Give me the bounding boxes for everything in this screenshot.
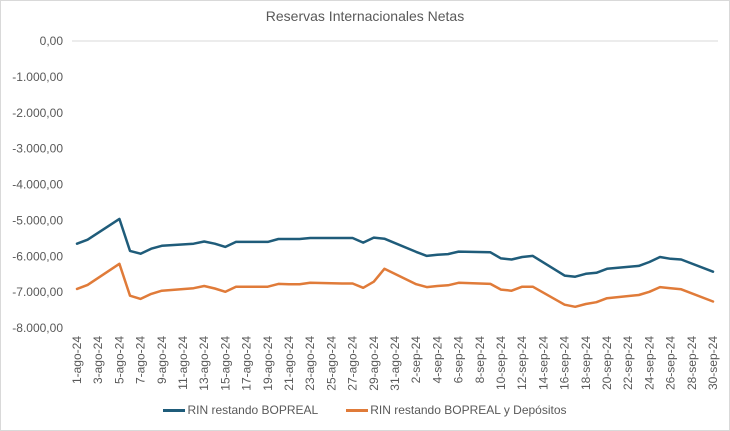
x-tick-label: 13-ago-24 bbox=[197, 336, 211, 391]
x-tick-label: 15-ago-24 bbox=[218, 336, 232, 391]
x-tick-label: 14-sep-24 bbox=[536, 336, 550, 390]
x-tick-label: 26-sep-24 bbox=[664, 336, 678, 390]
x-tick-label: 31-ago-24 bbox=[388, 336, 402, 391]
y-tick-label: 0,00 bbox=[40, 34, 64, 48]
x-tick-label: 24-sep-24 bbox=[642, 336, 656, 390]
y-tick-label: -6.000,00 bbox=[12, 249, 63, 263]
x-tick-label: 11-ago-24 bbox=[176, 336, 190, 390]
legend-swatch-bopreal-depositos bbox=[346, 408, 369, 412]
y-tick-label: -2.000,00 bbox=[12, 106, 63, 120]
x-tick-label: 6-sep-24 bbox=[452, 336, 466, 384]
y-tick-label: -7.000,00 bbox=[12, 285, 63, 299]
x-tick-label: 29-ago-24 bbox=[367, 336, 381, 391]
y-tick-label: -8.000,00 bbox=[12, 321, 63, 335]
y-tick-label: -1.000,00 bbox=[12, 70, 63, 84]
y-tick-label: -3.000,00 bbox=[12, 142, 63, 156]
x-tick-label: 9-ago-24 bbox=[155, 336, 169, 384]
x-tick-label: 12-sep-24 bbox=[515, 336, 529, 390]
y-tick-label: -4.000,00 bbox=[12, 178, 63, 192]
x-tick-label: 2-sep-24 bbox=[409, 336, 423, 384]
x-tick-label: 7-ago-24 bbox=[134, 336, 148, 384]
legend-item-bopreal-depositos: RIN restando BOPREAL y Depósitos bbox=[346, 403, 567, 417]
legend: RIN restando BOPREAL RIN restando BOPREA… bbox=[0, 403, 730, 417]
x-tick-label: 10-sep-24 bbox=[494, 336, 508, 390]
series-line-0 bbox=[75, 217, 715, 278]
x-tick-label: 4-sep-24 bbox=[430, 336, 444, 384]
x-tick-label: 30-sep-24 bbox=[706, 336, 720, 390]
x-tick-label: 8-sep-24 bbox=[473, 336, 487, 384]
x-tick-label: 20-sep-24 bbox=[600, 336, 614, 390]
series-line-1 bbox=[75, 262, 715, 309]
legend-label-bopreal-depositos: RIN restando BOPREAL y Depósitos bbox=[370, 403, 567, 417]
x-tick-label: 23-ago-24 bbox=[303, 336, 317, 391]
x-tick-label: 27-ago-24 bbox=[346, 336, 360, 391]
x-tick-label: 28-sep-24 bbox=[685, 336, 699, 390]
x-tick-label: 21-ago-24 bbox=[282, 336, 296, 391]
legend-label-bopreal: RIN restando BOPREAL bbox=[187, 403, 319, 417]
x-tick-label: 19-ago-24 bbox=[261, 336, 275, 391]
x-tick-label: 3-ago-24 bbox=[91, 336, 105, 384]
x-tick-label: 22-sep-24 bbox=[621, 336, 635, 390]
y-tick-label: -5.000,00 bbox=[12, 213, 63, 227]
x-tick-label: 1-ago-24 bbox=[70, 336, 84, 384]
legend-item-bopreal: RIN restando BOPREAL bbox=[163, 403, 318, 417]
x-tick-label: 16-sep-24 bbox=[558, 336, 572, 390]
x-tick-label: 5-ago-24 bbox=[112, 336, 126, 384]
x-tick-label: 18-sep-24 bbox=[579, 336, 593, 390]
x-tick-label: 17-ago-24 bbox=[240, 336, 254, 391]
chart-title: Reservas Internacionales Netas bbox=[265, 8, 465, 24]
x-tick-label: 25-ago-24 bbox=[324, 336, 338, 391]
legend-swatch-bopreal bbox=[163, 408, 186, 412]
